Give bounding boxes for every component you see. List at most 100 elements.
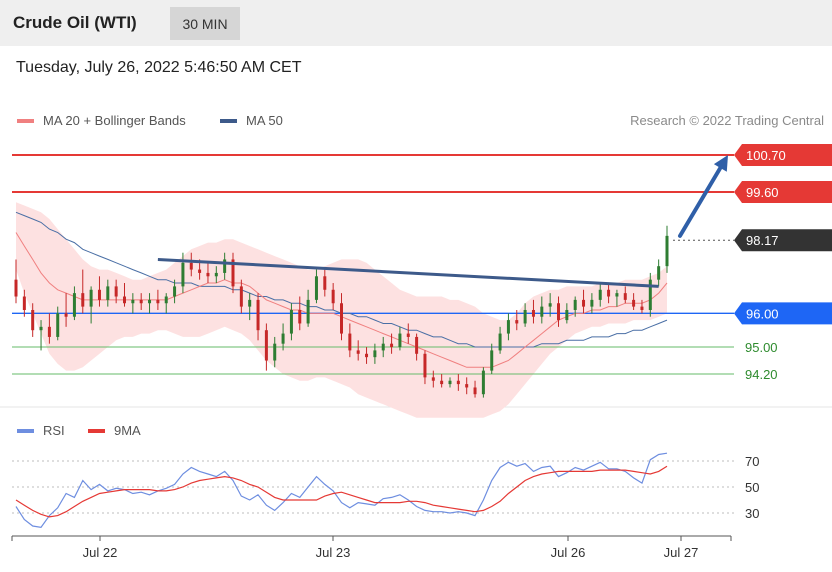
candle — [323, 269, 327, 297]
rsi-swatch — [17, 428, 34, 433]
candle-body — [189, 262, 193, 270]
ma50-swatch — [220, 118, 237, 123]
candle-body — [557, 303, 560, 321]
candle-body — [348, 333, 352, 351]
candle — [490, 343, 494, 374]
x-axis: Jul 22 Jul 23 Jul 26 Jul 27 — [11, 535, 732, 560]
candle-body — [239, 286, 243, 307]
candle — [456, 374, 460, 391]
candle — [273, 336, 277, 368]
candle-body — [665, 235, 669, 267]
candle — [97, 276, 101, 307]
candle-body — [381, 343, 385, 351]
ma50-label: MA 50 — [246, 113, 283, 128]
ma20-label: MA 20 + Bollinger Bands — [43, 113, 186, 128]
candle-body — [123, 296, 126, 304]
candle-body — [540, 306, 544, 317]
candle-body — [231, 259, 235, 287]
candle-body — [582, 299, 586, 307]
candle — [223, 252, 227, 280]
candle — [423, 350, 427, 385]
trendline — [157, 257, 659, 288]
candle — [64, 293, 68, 327]
candle — [498, 326, 502, 354]
candle-body — [456, 380, 460, 385]
candle-body — [214, 272, 218, 277]
last-price-tag — [734, 229, 832, 252]
candle — [623, 286, 627, 304]
candle — [340, 293, 343, 341]
candle-body — [448, 380, 452, 385]
candle-body — [490, 350, 494, 371]
header-bar: Crude Oil (WTI) 30 MIN — [0, 0, 832, 46]
timeframe-badge[interactable]: 30 MIN — [170, 7, 240, 40]
forecast-arrow-head — [713, 155, 728, 172]
candle — [381, 336, 385, 358]
candle — [356, 340, 360, 361]
candle-body — [406, 333, 410, 337]
credit-text: Research © 2022 Trading Central — [630, 113, 824, 128]
candle-body — [465, 384, 469, 388]
candle-body — [623, 293, 627, 300]
candle-body — [415, 336, 419, 354]
legend-ma20: MA 20 + Bollinger Bands — [17, 113, 186, 128]
candle-body — [615, 293, 619, 297]
candle — [648, 272, 652, 317]
candle — [89, 286, 93, 324]
candle-body — [390, 343, 394, 348]
candle-body — [431, 377, 435, 381]
level-label-94.20: 94.20 — [745, 367, 778, 382]
candle-body — [515, 320, 519, 324]
candle-body — [648, 279, 652, 310]
candle — [189, 252, 193, 277]
level-label-95.00: 95.00 — [745, 340, 778, 355]
candle — [173, 279, 177, 304]
candle — [214, 266, 218, 284]
level-tag-96.00 — [734, 302, 832, 325]
candle-body — [14, 279, 18, 297]
candle — [114, 279, 118, 304]
candle — [289, 303, 293, 341]
candle — [148, 293, 152, 314]
instrument-title: Crude Oil (WTI) — [13, 13, 137, 32]
candle-body — [39, 326, 43, 331]
candle — [331, 283, 335, 310]
candle-body — [481, 370, 485, 395]
candle-body — [398, 333, 402, 348]
candle-body — [323, 276, 327, 290]
candle — [231, 252, 235, 294]
candle-body — [423, 353, 427, 378]
candle-body — [314, 276, 318, 300]
candle — [373, 343, 377, 364]
candle — [47, 313, 51, 344]
x-tick-label: Jul 27 — [664, 545, 699, 560]
candle — [123, 283, 126, 307]
price-panel: 100.70 99.60 96.00 95.00 94.20 98.17 — [12, 144, 832, 418]
candle-body — [331, 289, 335, 304]
last-price-label: 98.17 — [746, 233, 779, 248]
candle-body — [632, 299, 636, 307]
candle — [632, 293, 636, 310]
timestamp: Tuesday, July 26, 2022 5:46:50 AM CET — [16, 59, 302, 76]
ma9-swatch — [88, 428, 105, 433]
legend-rsi: RSI — [17, 423, 65, 438]
candle — [22, 289, 26, 317]
candle — [164, 293, 168, 314]
candle — [248, 293, 252, 321]
candle-body — [306, 299, 310, 324]
candle-body — [506, 320, 510, 334]
candle-body — [473, 387, 477, 395]
forecast-arrow-shaft — [678, 165, 723, 238]
candle-body — [264, 330, 268, 361]
candle-body — [47, 326, 51, 337]
candle — [365, 347, 369, 364]
candle-body — [573, 299, 577, 310]
ma9-label: 9MA — [114, 423, 141, 438]
candle-body — [139, 299, 143, 304]
candle — [14, 259, 18, 304]
candle-body — [256, 299, 260, 331]
candle-body — [81, 293, 85, 307]
candle-body — [131, 299, 135, 304]
candle — [256, 293, 260, 341]
